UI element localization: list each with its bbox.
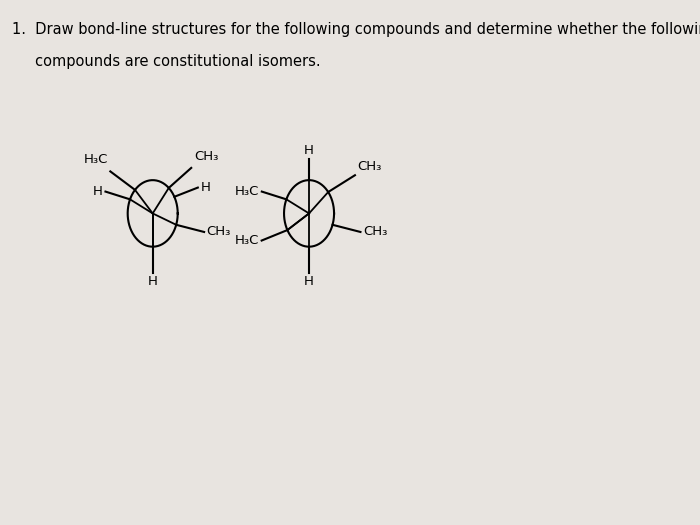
Text: CH₃: CH₃ bbox=[358, 160, 382, 173]
Text: H₃C: H₃C bbox=[83, 153, 108, 166]
Text: H: H bbox=[304, 276, 314, 288]
Text: H: H bbox=[148, 276, 158, 288]
Text: H: H bbox=[200, 181, 210, 194]
Text: CH₃: CH₃ bbox=[363, 225, 387, 238]
Text: 1.  Draw bond-line structures for the following compounds and determine whether : 1. Draw bond-line structures for the fol… bbox=[12, 22, 700, 37]
Text: CH₃: CH₃ bbox=[194, 150, 218, 163]
Text: H₃C: H₃C bbox=[234, 234, 259, 247]
Text: compounds are constitutional isomers.: compounds are constitutional isomers. bbox=[12, 54, 321, 69]
Text: CH₃: CH₃ bbox=[206, 225, 231, 238]
Text: H: H bbox=[304, 143, 314, 156]
Text: H₃C: H₃C bbox=[234, 185, 259, 198]
Text: H: H bbox=[93, 185, 103, 198]
